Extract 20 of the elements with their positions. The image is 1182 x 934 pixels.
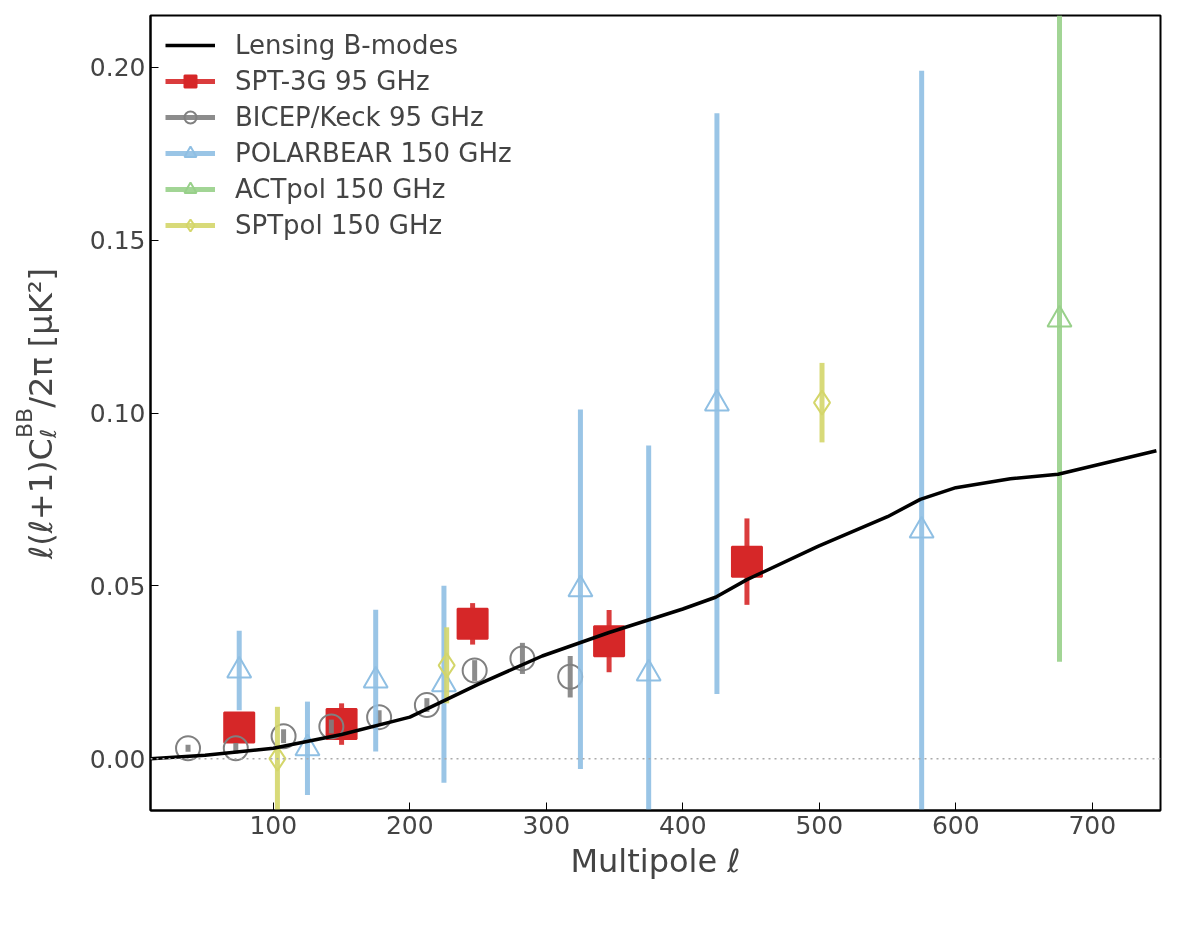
x-tick-label: 100	[249, 810, 298, 840]
y-tick-label: 0.10	[89, 399, 146, 428]
x-axis-title: Multipole ℓ	[570, 841, 741, 880]
legend-label: SPT-3G 95 GHz	[235, 66, 430, 96]
legend-label: SPTpol 150 GHz	[235, 210, 443, 240]
x-tick-label: 300	[522, 810, 571, 840]
x-tick-label: 600	[931, 810, 980, 840]
x-tick-label: 700	[1068, 810, 1117, 840]
y-tick-label: 0.05	[89, 571, 146, 601]
x-tick-label: 500	[795, 810, 844, 840]
x-tick-label: 200	[385, 810, 434, 840]
y-tick-label: 0.00	[89, 744, 146, 774]
y-tick-label: 0.15	[89, 226, 146, 256]
legend-label: POLARBEAR 150 GHz	[235, 138, 512, 168]
legend-label: ACTpol 150 GHz	[235, 174, 446, 204]
y-axis-title: ℓ(ℓ+1)CℓBB/2π [μK²]	[12, 268, 61, 561]
legend-label: Lensing B-modes	[235, 30, 459, 60]
legend-label: BICEP/Keck 95 GHz	[235, 102, 484, 132]
x-tick-label: 400	[658, 810, 707, 840]
y-tick-label: 0.20	[89, 53, 146, 83]
